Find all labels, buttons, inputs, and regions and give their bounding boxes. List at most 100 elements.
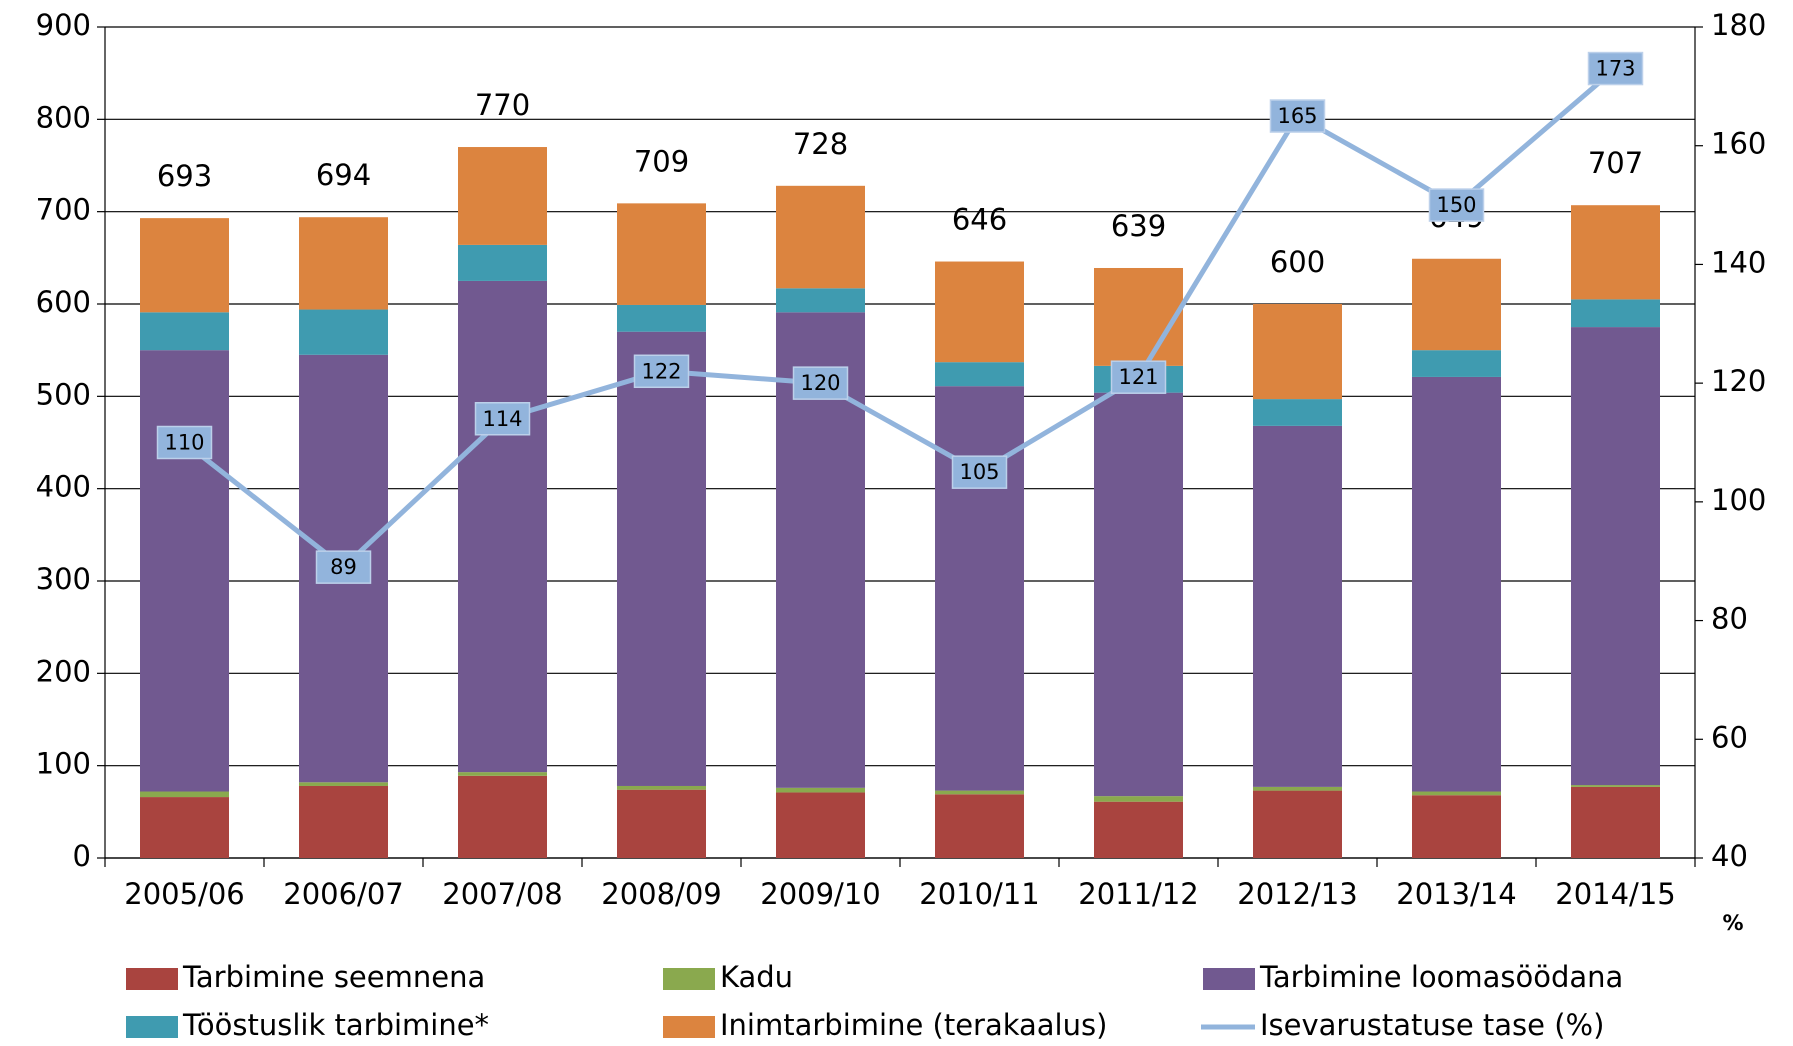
legend-swatch — [1203, 968, 1255, 990]
y2-tick-label: 160 — [1711, 127, 1766, 161]
bar-segment — [935, 362, 1024, 387]
data-label: 89 — [330, 555, 357, 579]
y-tick-label: 700 — [36, 193, 91, 227]
data-label-box — [1428, 188, 1485, 222]
bar-segment — [458, 147, 547, 245]
legend-label: Tarbimine loomasöödana — [1259, 960, 1623, 994]
bar-segment — [617, 304, 706, 332]
total-label: 728 — [793, 127, 848, 161]
bar-segment — [299, 782, 388, 786]
bar-segment — [1412, 795, 1501, 858]
data-label-box — [156, 425, 213, 460]
data-label: 105 — [959, 460, 999, 484]
bar-segment — [935, 790, 1024, 795]
legend-swatch — [126, 1016, 178, 1038]
y2-tick-label: 180 — [1711, 8, 1766, 42]
bar-segment — [1571, 785, 1660, 787]
x-tick-label: 2006/07 — [283, 877, 403, 911]
line — [182, 66, 1618, 570]
bar-segment — [1094, 796, 1183, 802]
x-tick-label: 2014/15 — [1555, 877, 1675, 911]
bar-segment — [1094, 392, 1183, 797]
legend-label: Tööstuslik tarbimine* — [182, 1008, 489, 1042]
bar-segment — [140, 791, 229, 798]
total-label: 693 — [157, 159, 212, 193]
bar-segment — [299, 309, 388, 355]
bar-segment — [140, 797, 229, 858]
bar-segment — [1571, 786, 1660, 858]
bar-segment — [1253, 786, 1342, 791]
y2-tick-label: 100 — [1711, 483, 1766, 517]
total-label: 709 — [634, 144, 689, 178]
data-label-box — [474, 402, 531, 436]
bar-segment — [617, 331, 706, 786]
bar-segment — [1094, 801, 1183, 858]
y-tick-label: 400 — [36, 470, 91, 504]
y2-axis-label: % — [1722, 911, 1743, 935]
bar-segment — [1571, 327, 1660, 786]
total-label: 770 — [475, 88, 530, 122]
legend-label: Kadu — [720, 960, 793, 994]
data-label-box — [315, 550, 372, 584]
y-tick-label: 800 — [36, 100, 91, 134]
data-label: 173 — [1595, 57, 1635, 81]
x-tick-label: 2010/11 — [919, 877, 1039, 911]
bar-segment — [1253, 790, 1342, 858]
bar-segment — [1253, 425, 1342, 787]
bar-segment — [458, 772, 547, 776]
y-tick-label: 300 — [36, 562, 91, 596]
bar-segment — [1412, 258, 1501, 351]
x-tick-label: 2008/09 — [601, 877, 721, 911]
bar-segment — [458, 280, 547, 773]
x-tick-label: 2005/06 — [124, 877, 244, 911]
x-tick-label: 2009/10 — [760, 877, 880, 911]
total-label: 694 — [316, 158, 371, 192]
bar-segment — [458, 244, 547, 281]
data-label-box — [1110, 360, 1167, 394]
data-label-box — [1269, 99, 1326, 133]
bar-segment — [299, 217, 388, 310]
data-label: 120 — [800, 371, 840, 395]
y2-tick-label: 60 — [1711, 720, 1748, 754]
legend-label: Tarbimine seemnena — [182, 960, 485, 994]
bar-segment — [935, 386, 1024, 791]
bar-segment — [935, 794, 1024, 858]
y-tick-label: 900 — [36, 8, 91, 42]
legend-swatch — [663, 968, 715, 990]
data-label-box — [792, 366, 849, 400]
bar-segment — [1412, 350, 1501, 377]
bar-segment — [1412, 376, 1501, 792]
data-label-box — [633, 354, 690, 389]
bar-segment — [140, 312, 229, 351]
y-tick-label: 100 — [36, 747, 91, 781]
y-tick-label: 500 — [36, 377, 91, 411]
bar-segment — [776, 185, 865, 289]
bar-segment — [299, 785, 388, 858]
y-tick-label: 600 — [36, 285, 91, 319]
bar-segment — [1571, 299, 1660, 328]
data-label: 121 — [1118, 365, 1158, 389]
bar-segment — [776, 792, 865, 858]
total-label: 646 — [952, 203, 1007, 237]
bar-segment — [1571, 205, 1660, 300]
bar-segment — [1412, 791, 1501, 796]
data-label: 110 — [164, 431, 204, 455]
bar-segment — [458, 775, 547, 858]
bar-segment — [1253, 399, 1342, 426]
bar-segment — [140, 218, 229, 313]
data-label-box — [1587, 51, 1644, 86]
legend-label: Inimtarbimine (terakaalus) — [720, 1008, 1107, 1042]
y-tick-label: 0 — [73, 839, 91, 873]
x-tick-label: 2012/13 — [1237, 877, 1357, 911]
x-tick-label: 2013/14 — [1396, 877, 1516, 911]
total-label: 639 — [1111, 209, 1166, 243]
bar-segment — [140, 350, 229, 792]
bar-segment — [617, 203, 706, 305]
data-label: 165 — [1277, 104, 1317, 128]
bar-segment — [1094, 267, 1183, 366]
bar-segment — [617, 785, 706, 790]
legend-swatch — [663, 1016, 715, 1038]
y2-tick-label: 40 — [1711, 839, 1748, 873]
legend-label: Isevarustatuse tase (%) — [1260, 1008, 1604, 1042]
